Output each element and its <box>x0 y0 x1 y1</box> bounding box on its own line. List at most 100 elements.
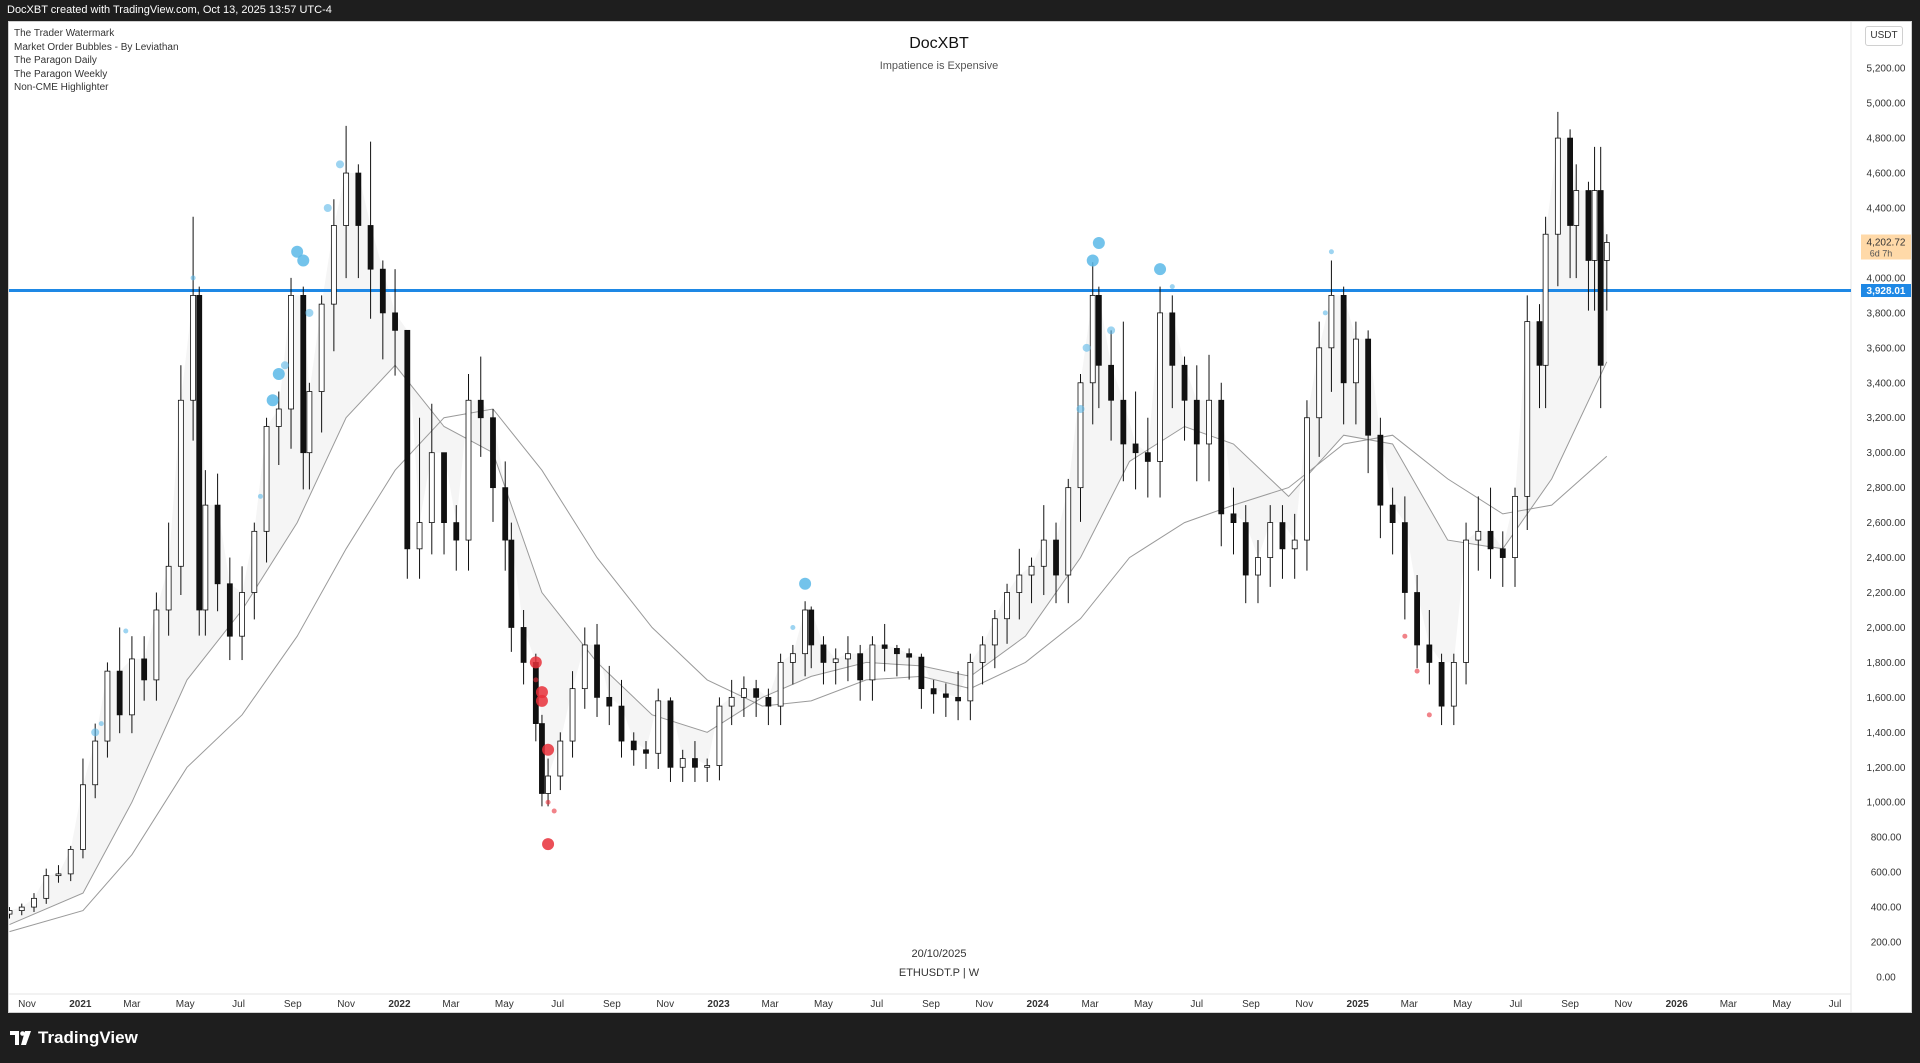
indicator-item[interactable]: The Paragon Weekly <box>14 68 108 80</box>
candle-body <box>214 504 221 585</box>
y-tick-label: 1,200.00 <box>1867 763 1906 774</box>
buy-bubble <box>257 493 263 499</box>
y-tick-label: 2,000.00 <box>1867 623 1906 634</box>
candle-body <box>789 653 796 663</box>
buy-bubble <box>1107 326 1116 335</box>
candle-body <box>942 693 949 698</box>
candle-body <box>55 873 62 877</box>
candle-body <box>1077 382 1084 489</box>
candle-body <box>1524 321 1531 497</box>
candlestick-chart[interactable]: 0.00 200.00 400.00 600.00 800.00 1,000.00 1,20… <box>9 22 1912 1013</box>
candle-body <box>1053 539 1059 576</box>
x-tick-label: Jul <box>551 999 564 1010</box>
candle-body <box>1512 495 1518 558</box>
x-tick-label: 2025 <box>1347 999 1370 1010</box>
candle-body <box>1132 443 1139 454</box>
sell-bubble <box>1402 633 1408 639</box>
buy-bubble <box>799 577 812 590</box>
y-tick-label: 1,600.00 <box>1867 693 1906 704</box>
last-price-label: 4,202.72 <box>1867 237 1906 248</box>
candle-body <box>753 688 760 698</box>
x-tick-label: May <box>1772 999 1791 1010</box>
candle-body <box>1597 190 1604 366</box>
y-tick-label: 1,000.00 <box>1867 798 1906 809</box>
candle-body <box>845 653 851 660</box>
candle-body <box>300 294 307 454</box>
x-tick-label: Mar <box>1401 999 1419 1010</box>
candle-body <box>520 627 527 663</box>
candle-body <box>1377 434 1384 506</box>
candle-body <box>655 700 662 754</box>
y-tick-label: 3,800.00 <box>1867 308 1906 319</box>
candle-body <box>606 696 613 707</box>
candle-body <box>343 172 350 226</box>
y-tick-label: 2,200.00 <box>1867 588 1906 599</box>
x-tick-label: May <box>814 999 833 1010</box>
y-tick-label: 4,400.00 <box>1867 204 1906 215</box>
sell-bubble <box>1426 712 1432 718</box>
candle-body <box>1255 557 1261 576</box>
candle-body <box>379 268 386 314</box>
chart-panel[interactable]: 0.00 200.00 400.00 600.00 800.00 1,000.00 1,20… <box>8 21 1912 1013</box>
candle-body <box>367 225 374 270</box>
candle-body <box>728 696 735 707</box>
buy-bubble <box>98 721 104 727</box>
candle-body <box>508 539 515 628</box>
x-tick-label: Mar <box>123 999 141 1010</box>
y-tick-label: 2,400.00 <box>1867 553 1906 564</box>
x-tick-label: Sep <box>284 999 302 1010</box>
y-tick-label: 3,200.00 <box>1867 413 1906 424</box>
candle-body <box>777 662 784 707</box>
candle-body <box>153 609 160 681</box>
tradingview-logo-icon <box>10 1031 31 1045</box>
candle-body <box>80 784 86 850</box>
chart-subtitle: Impatience is Expensive <box>879 60 999 72</box>
candle-body <box>1095 294 1102 366</box>
buy-bubble <box>305 308 314 317</box>
x-tick-label: Jul <box>1829 999 1842 1010</box>
x-tick-label: Mar <box>442 999 460 1010</box>
candle-body <box>490 417 496 489</box>
candle-body <box>1028 565 1035 576</box>
x-tick-label: Nov <box>1295 999 1313 1010</box>
sell-bubble <box>1414 668 1420 674</box>
x-tick-label: Mar <box>762 999 780 1010</box>
indicator-list: The Trader Watermark Market Order Bubble… <box>14 27 179 95</box>
indicator-item[interactable]: Market Order Bubbles - By Leviathan <box>14 41 179 53</box>
x-tick-label: Sep <box>1242 999 1260 1010</box>
candle-body <box>465 399 472 541</box>
candle-body <box>141 658 148 681</box>
candle-body <box>832 658 839 663</box>
candle-body <box>1144 452 1151 462</box>
candle-body <box>1279 522 1286 550</box>
y-tick-label: 4,000.00 <box>1867 273 1906 284</box>
x-tick-label: May <box>1453 999 1472 1010</box>
buy-bubble <box>1092 236 1105 249</box>
candle-body <box>1316 347 1323 419</box>
currency-button[interactable]: USDT <box>1865 26 1903 46</box>
sell-bubble <box>551 808 557 814</box>
indicator-item[interactable]: Non-CME Highlighter <box>14 82 109 94</box>
candle-body <box>1004 592 1010 620</box>
candle-body <box>820 644 827 663</box>
buy-bubble <box>1169 284 1175 290</box>
candle-body <box>643 749 649 754</box>
buy-bubble <box>272 368 285 381</box>
candle-body <box>581 644 588 690</box>
candle-body <box>392 312 398 331</box>
y-tick-label: 600.00 <box>1871 868 1902 879</box>
tradingview-logo[interactable]: TradingView <box>10 1027 138 1049</box>
candle-body <box>1426 644 1433 663</box>
candle-body <box>881 644 888 649</box>
candle-body <box>716 705 723 766</box>
candle-body <box>894 648 900 655</box>
x-tick-label: Nov <box>656 999 674 1010</box>
y-tick-label: 5,200.00 <box>1867 64 1906 75</box>
buy-bubble <box>1082 343 1091 352</box>
candle-body <box>1181 364 1188 401</box>
buy-bubble <box>790 624 796 630</box>
indicator-item[interactable]: The Trader Watermark <box>14 28 115 39</box>
candle-body <box>416 522 423 550</box>
x-tick-label: May <box>1134 999 1153 1010</box>
indicator-item[interactable]: The Paragon Daily <box>14 55 97 67</box>
